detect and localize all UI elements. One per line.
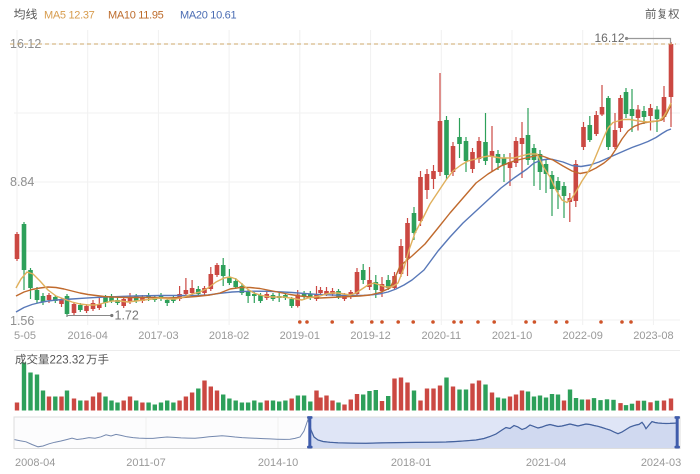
svg-text:2021-04: 2021-04 bbox=[526, 457, 566, 469]
svg-text:8.84: 8.84 bbox=[10, 175, 34, 189]
svg-text:2008-04: 2008-04 bbox=[15, 457, 55, 469]
svg-text:2019-01: 2019-01 bbox=[280, 330, 320, 342]
svg-text:2021-10: 2021-10 bbox=[492, 330, 532, 342]
svg-text:5-05: 5-05 bbox=[14, 330, 36, 342]
svg-text:16.12: 16.12 bbox=[594, 31, 624, 45]
svg-text:2018-02: 2018-02 bbox=[209, 330, 249, 342]
svg-text:2020-11: 2020-11 bbox=[422, 330, 462, 342]
svg-text:2024-03: 2024-03 bbox=[641, 457, 681, 469]
svg-text:MA10 11.95: MA10 11.95 bbox=[108, 10, 164, 22]
svg-text:MA20 10.61: MA20 10.61 bbox=[180, 10, 237, 22]
svg-text:223.32: 223.32 bbox=[50, 355, 85, 367]
svg-text:1.56: 1.56 bbox=[10, 314, 34, 328]
svg-text:2018-01: 2018-01 bbox=[391, 457, 431, 469]
svg-text:2011-07: 2011-07 bbox=[126, 457, 166, 469]
svg-text:2019-12: 2019-12 bbox=[350, 330, 390, 342]
svg-text:MA5 12.37: MA5 12.37 bbox=[44, 10, 95, 22]
svg-text:1.72: 1.72 bbox=[115, 309, 139, 323]
svg-text:2014-10: 2014-10 bbox=[258, 457, 298, 469]
svg-text:2022-09: 2022-09 bbox=[563, 330, 603, 342]
svg-text:2017-03: 2017-03 bbox=[138, 330, 178, 342]
svg-text:2016-04: 2016-04 bbox=[68, 330, 108, 342]
svg-text:2023-08: 2023-08 bbox=[633, 330, 673, 342]
